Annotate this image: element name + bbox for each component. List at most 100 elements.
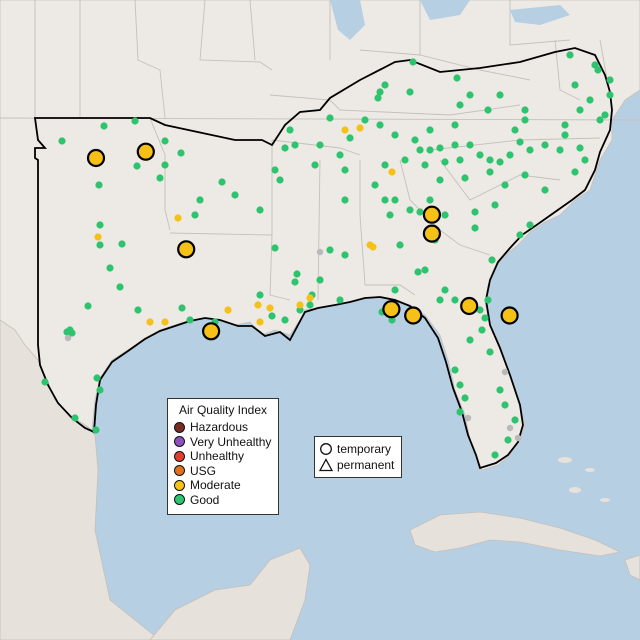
good-monitor-dot[interactable] <box>281 144 289 152</box>
good-monitor-dot[interactable] <box>391 131 399 139</box>
nodata-monitor-dot[interactable] <box>514 434 522 442</box>
nodata-monitor-dot[interactable] <box>464 414 472 422</box>
good-monitor-dot[interactable] <box>381 161 389 169</box>
good-monitor-dot[interactable] <box>391 286 399 294</box>
good-monitor-dot[interactable] <box>606 76 614 84</box>
good-monitor-dot[interactable] <box>511 126 519 134</box>
good-monitor-dot[interactable] <box>426 146 434 154</box>
good-monitor-dot[interactable] <box>484 106 492 114</box>
good-monitor-dot[interactable] <box>436 296 444 304</box>
good-monitor-dot[interactable] <box>336 151 344 159</box>
good-monitor-dot[interactable] <box>268 312 276 320</box>
good-monitor-dot[interactable] <box>476 151 484 159</box>
temporary-monitor-circles[interactable] <box>86 142 519 341</box>
temporary-monitor-circle[interactable] <box>382 300 401 319</box>
good-monitor-dot[interactable] <box>576 144 584 152</box>
good-monitor-dot[interactable] <box>451 366 459 374</box>
good-monitor-dot[interactable] <box>84 302 92 310</box>
good-monitor-dot[interactable] <box>561 131 569 139</box>
good-monitor-dot[interactable] <box>95 181 103 189</box>
good-monitor-dot[interactable] <box>411 136 419 144</box>
good-monitor-dot[interactable] <box>391 196 399 204</box>
moderate-monitor-dot[interactable] <box>254 301 262 309</box>
good-monitor-dot[interactable] <box>576 106 584 114</box>
good-monitor-dot[interactable] <box>58 137 66 145</box>
good-monitor-dot[interactable] <box>316 276 324 284</box>
good-monitor-dot[interactable] <box>326 246 334 254</box>
good-monitor-dot[interactable] <box>453 74 461 82</box>
good-monitor-dot[interactable] <box>441 286 449 294</box>
good-monitor-dot[interactable] <box>341 166 349 174</box>
good-monitor-dot[interactable] <box>161 137 169 145</box>
good-monitor-dot[interactable] <box>451 141 459 149</box>
good-monitor-dot[interactable] <box>41 378 49 386</box>
good-monitor-dot[interactable] <box>496 386 504 394</box>
good-monitor-dot[interactable] <box>541 186 549 194</box>
good-monitor-dot[interactable] <box>481 314 489 322</box>
moderate-monitor-dot[interactable] <box>224 306 232 314</box>
good-monitor-dot[interactable] <box>291 141 299 149</box>
nodata-monitor-dot[interactable] <box>316 248 324 256</box>
good-monitor-dot[interactable] <box>541 141 549 149</box>
good-monitor-dot[interactable] <box>461 394 469 402</box>
nodata-monitor-dot[interactable] <box>501 368 509 376</box>
good-monitor-dot[interactable] <box>496 158 504 166</box>
good-monitor-dot[interactable] <box>133 162 141 170</box>
good-monitor-dot[interactable] <box>471 208 479 216</box>
good-monitor-dot[interactable] <box>341 196 349 204</box>
good-monitor-dot[interactable] <box>381 196 389 204</box>
good-monitor-dot[interactable] <box>521 106 529 114</box>
moderate-monitor-dot[interactable] <box>266 304 274 312</box>
good-monitor-dot[interactable] <box>276 176 284 184</box>
good-monitor-dot[interactable] <box>63 328 71 336</box>
temporary-monitor-circle[interactable] <box>136 142 155 161</box>
good-monitor-dot[interactable] <box>271 244 279 252</box>
good-monitor-dot[interactable] <box>336 296 344 304</box>
good-monitor-dot[interactable] <box>496 91 504 99</box>
moderate-monitor-dot[interactable] <box>161 318 169 326</box>
good-monitor-dot[interactable] <box>71 414 79 422</box>
moderate-monitor-dot[interactable] <box>369 243 377 251</box>
good-monitor-dot[interactable] <box>456 381 464 389</box>
moderate-monitor-dot[interactable] <box>296 301 304 309</box>
good-monitor-dot[interactable] <box>461 174 469 182</box>
good-monitor-dot[interactable] <box>374 94 382 102</box>
good-monitor-dot[interactable] <box>436 176 444 184</box>
good-monitor-dot[interactable] <box>376 121 384 129</box>
good-monitor-dot[interactable] <box>456 101 464 109</box>
good-monitor-dot[interactable] <box>491 451 499 459</box>
good-monitor-dot[interactable] <box>186 316 194 324</box>
good-monitor-dot[interactable] <box>231 191 239 199</box>
good-monitor-dot[interactable] <box>451 121 459 129</box>
good-monitor-dot[interactable] <box>156 174 164 182</box>
good-monitor-dot[interactable] <box>521 116 529 124</box>
good-monitor-dot[interactable] <box>93 374 101 382</box>
good-monitor-dot[interactable] <box>488 256 496 264</box>
good-monitor-dot[interactable] <box>484 296 492 304</box>
good-monitor-dot[interactable] <box>218 178 226 186</box>
good-monitor-dot[interactable] <box>386 211 394 219</box>
moderate-monitor-dot[interactable] <box>306 294 314 302</box>
temporary-monitor-circle[interactable] <box>202 322 221 341</box>
good-monitor-dot[interactable] <box>466 141 474 149</box>
temporary-monitor-circle[interactable] <box>422 224 441 243</box>
good-monitor-dot[interactable] <box>396 241 404 249</box>
good-monitor-dot[interactable] <box>504 436 512 444</box>
moderate-monitor-dot[interactable] <box>146 318 154 326</box>
good-monitor-dot[interactable] <box>406 206 414 214</box>
good-monitor-dot[interactable] <box>311 161 319 169</box>
temporary-monitor-circle[interactable] <box>404 306 423 325</box>
temporary-monitor-circle[interactable] <box>422 205 441 224</box>
good-monitor-dot[interactable] <box>456 156 464 164</box>
moderate-monitor-dot[interactable] <box>174 214 182 222</box>
good-monitor-dot[interactable] <box>96 386 104 394</box>
temporary-monitor-circle[interactable] <box>86 148 106 168</box>
good-monitor-dot[interactable] <box>416 208 424 216</box>
good-monitor-dot[interactable] <box>256 291 264 299</box>
good-monitor-dot[interactable] <box>476 306 484 314</box>
good-monitor-dot[interactable] <box>581 156 589 164</box>
good-monitor-dot[interactable] <box>296 306 304 314</box>
good-monitor-dot[interactable] <box>591 61 599 69</box>
moderate-monitor-dot[interactable] <box>94 233 102 241</box>
good-monitor-dot[interactable] <box>376 88 384 96</box>
